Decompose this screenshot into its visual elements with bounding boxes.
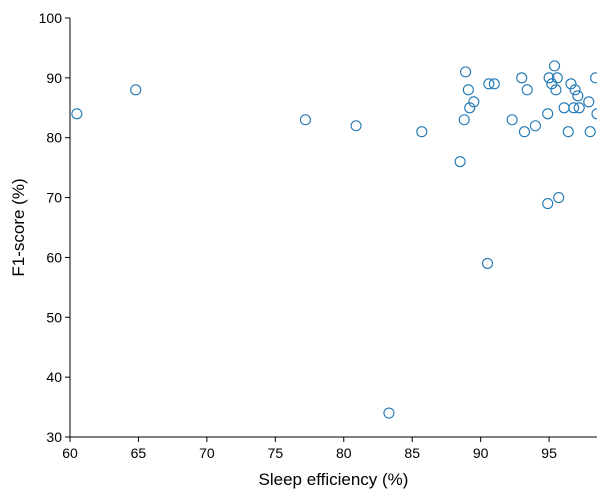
y-axis-title: F1-score (%)	[9, 178, 28, 276]
data-point	[591, 108, 597, 120]
data-point	[460, 66, 472, 78]
data-point	[483, 78, 495, 90]
data-point	[458, 114, 470, 126]
data-point	[562, 126, 574, 138]
data-point	[468, 96, 480, 108]
data-point	[549, 60, 561, 72]
data-point	[130, 84, 142, 96]
x-tick-label: 60	[62, 445, 78, 461]
data-point	[542, 198, 554, 210]
y-tick-label: 80	[46, 130, 62, 146]
data-point	[565, 78, 577, 90]
y-tick-label: 100	[39, 10, 63, 26]
x-axis-ticks: 60 65 70 75 80 85 90 95	[62, 437, 557, 461]
data-point	[550, 84, 562, 96]
data-point	[573, 102, 585, 114]
x-tick-label: 95	[541, 445, 557, 461]
data-point	[481, 257, 494, 269]
data-point	[488, 78, 500, 90]
data-point	[462, 84, 474, 96]
data-point	[529, 120, 541, 132]
data-point	[350, 120, 362, 132]
data-point	[521, 84, 533, 96]
x-tick-label: 70	[199, 445, 215, 461]
data-point	[542, 108, 554, 120]
data-point	[546, 78, 558, 90]
data-point	[516, 72, 528, 84]
x-tick-label: 65	[131, 445, 147, 461]
data-point	[551, 72, 563, 84]
data-point	[590, 72, 597, 84]
x-tick-label: 90	[473, 445, 489, 461]
y-tick-label: 70	[46, 190, 62, 206]
data-point	[454, 156, 466, 168]
data-point	[71, 108, 83, 120]
y-tick-label: 90	[46, 70, 62, 86]
data-point	[569, 84, 581, 96]
data-point	[299, 114, 311, 126]
data-point	[464, 102, 476, 114]
data-point	[506, 114, 518, 126]
data-point	[543, 72, 555, 84]
y-axis-ticks: 30 40 50 60 70 80 90 100	[39, 10, 70, 445]
y-tick-label: 40	[46, 369, 62, 385]
data-points	[71, 60, 597, 419]
y-tick-label: 60	[46, 249, 62, 265]
data-point	[383, 407, 395, 419]
data-point	[572, 90, 584, 102]
data-point	[584, 126, 596, 138]
x-axis-title: Sleep efficiency (%)	[259, 470, 409, 489]
x-tick-label: 80	[336, 445, 352, 461]
y-tick-label: 30	[46, 429, 62, 445]
data-point	[553, 192, 565, 204]
x-tick-label: 75	[268, 445, 284, 461]
data-point	[568, 102, 580, 114]
y-tick-label: 50	[46, 309, 62, 325]
data-point	[558, 102, 570, 114]
plot-area: 60 65 70 75 80 85 90 95 30 40 50 60 70 80 90 100	[39, 10, 597, 461]
data-point	[416, 126, 428, 138]
data-point	[583, 96, 595, 108]
x-tick-label: 85	[404, 445, 420, 461]
data-point	[518, 126, 531, 138]
